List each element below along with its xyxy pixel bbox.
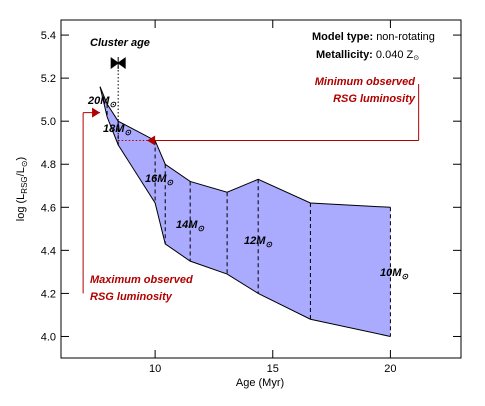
y-tick-label: 5.4 xyxy=(41,30,56,42)
mass-label: 18M⊙ xyxy=(103,123,131,137)
y-tick-label: 4.0 xyxy=(41,331,56,343)
mass-label: 14M⊙ xyxy=(176,219,204,233)
min-observed-arrow xyxy=(147,135,156,146)
y-axis-label: log (LRSG/L⊙) xyxy=(15,157,29,221)
metallicity-value: 0.040 Z xyxy=(376,49,414,61)
y-label-part: RSG xyxy=(20,176,29,193)
max-observed-label: RSG luminosity xyxy=(90,291,173,303)
mass-label: 12M⊙ xyxy=(244,235,272,249)
model-type: Model type: non-rotating xyxy=(312,31,435,43)
x-tick-label: 20 xyxy=(384,363,396,375)
mass-value: 16M xyxy=(145,173,167,185)
y-tick-label: 5.0 xyxy=(41,116,56,128)
mass-value: 18M xyxy=(103,123,125,135)
metallicity: Metallicity: 0.040 Z⊙ xyxy=(316,49,419,62)
model-type-label: Model type: xyxy=(312,31,373,43)
x-axis-label: Age (Myr) xyxy=(236,377,284,389)
x-tick-label: 10 xyxy=(149,363,161,375)
sun-symbol: ⊙ xyxy=(265,240,272,249)
y-label-part: /L xyxy=(15,167,27,176)
mass-value: 10M xyxy=(380,267,402,279)
y-label-part: ) xyxy=(15,157,27,161)
max-observed-label: Maximum observed xyxy=(90,274,193,286)
y-label-part: ⊙ xyxy=(20,160,29,167)
y-tick-label: 4.8 xyxy=(41,159,56,171)
y-label-part: log (L xyxy=(15,194,27,222)
plot-frame xyxy=(60,19,462,359)
mass-value: 12M xyxy=(244,235,266,247)
sun-symbol: ⊙ xyxy=(124,128,131,137)
boundary-line xyxy=(99,86,391,208)
max-observed-arrow xyxy=(92,107,101,118)
min-observed-label: RSG luminosity xyxy=(333,93,416,105)
y-tick-label: 5.2 xyxy=(41,73,56,85)
cluster-age-marker xyxy=(110,57,126,70)
sun-symbol: ⊙ xyxy=(166,178,173,187)
boundary-line xyxy=(99,86,391,337)
mass-label: 20M⊙ xyxy=(87,95,116,109)
sun-symbol: ⊙ xyxy=(197,224,204,233)
x-tick-label: 15 xyxy=(267,363,279,375)
cluster-age-label: Cluster age xyxy=(90,37,150,49)
y-tick-label: 4.2 xyxy=(41,288,56,300)
y-tick-label: 4.6 xyxy=(41,202,56,214)
sun-symbol: ⊙ xyxy=(401,272,408,281)
mass-label: 16M⊙ xyxy=(145,173,173,187)
sun-symbol: ⊙ xyxy=(109,100,116,109)
sun-symbol: ⊙ xyxy=(413,55,419,62)
mass-value: 14M xyxy=(176,219,198,231)
mass-label: 10M⊙ xyxy=(380,267,408,281)
y-tick-label: 4.4 xyxy=(41,245,56,257)
metallicity-label: Metallicity: xyxy=(316,49,373,61)
model-type-value: non-rotating xyxy=(376,31,435,43)
min-observed-label: Minimum observed xyxy=(315,76,416,88)
range-area xyxy=(100,86,391,337)
mass-value: 20M xyxy=(87,95,110,107)
